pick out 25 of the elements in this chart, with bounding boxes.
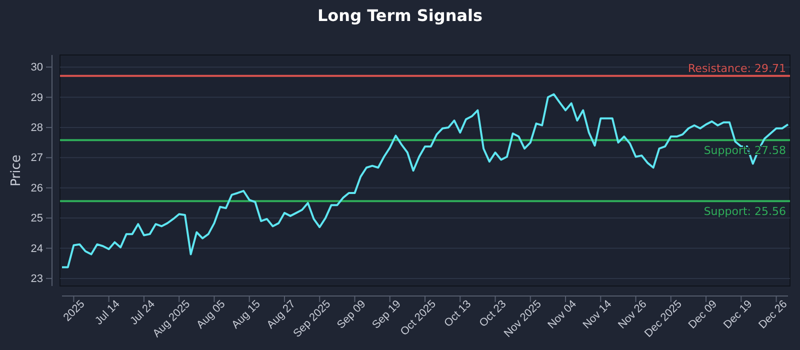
ref-line-label: Resistance: 29.71: [688, 62, 786, 75]
y-axis-title: Price: [9, 154, 24, 186]
x-tick-label: Oct 13: [442, 298, 474, 330]
y-tick-label: 23: [30, 272, 43, 285]
x-tick-label: Sep 09: [335, 298, 368, 332]
x-tick-label: Jul 24: [128, 298, 158, 328]
x-tick-label: Oct 23: [477, 298, 509, 330]
x-tick-label: Dec 26: [756, 298, 790, 332]
x-tick-label: Dec 09: [686, 298, 720, 332]
y-tick-label: 25: [30, 212, 43, 225]
line-series: [61, 93, 789, 268]
y-tick-label: 27: [30, 152, 43, 164]
y-tick-label: 28: [30, 122, 43, 134]
x-tick-label: Nov 04: [546, 298, 579, 332]
y-tick-label: 26: [30, 182, 43, 194]
x-tick-label: Nov 14: [580, 298, 614, 332]
x-tick-label: Dec 19: [721, 298, 755, 332]
chart-title: Long Term Signals: [317, 6, 483, 25]
y-tick-label: 29: [30, 92, 43, 104]
ref-line-label: Support: 25.56: [704, 205, 786, 218]
x-tick-label: Aug 05: [194, 298, 228, 332]
x-tick-label: Jul 14: [93, 298, 122, 328]
y-tick-label: 24: [30, 242, 43, 255]
y-tick-label: 30: [30, 62, 43, 74]
x-tick-label: Aug 15: [230, 298, 263, 332]
